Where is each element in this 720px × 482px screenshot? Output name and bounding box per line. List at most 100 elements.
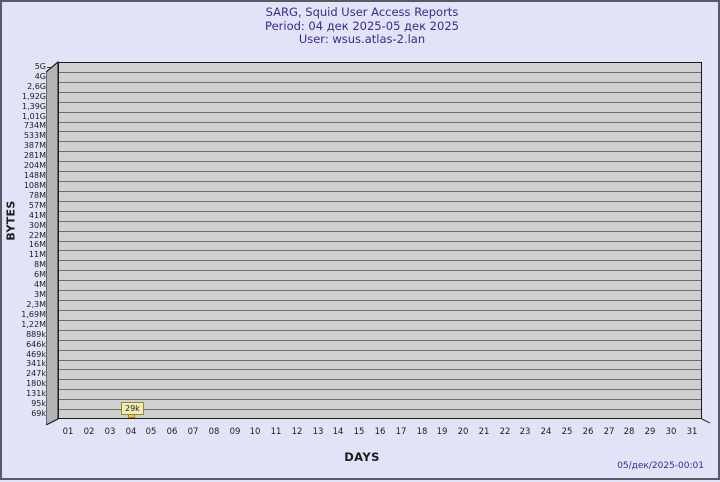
y-axis-tick: 889k (26, 330, 46, 339)
gridline (59, 399, 701, 400)
y-axis-tick: 6M (34, 270, 46, 279)
x-axis-tick: 27 (603, 427, 615, 437)
y-axis-tick: 387M (23, 141, 46, 150)
x-axis-title: DAYS (344, 450, 380, 464)
gridline (59, 201, 701, 202)
y-axis-tick: 22M (28, 231, 46, 240)
y-axis-tick: 646k (26, 340, 46, 349)
chart-header: SARG, Squid User Access Reports Period: … (2, 5, 720, 47)
gridline (59, 171, 701, 172)
gridline (59, 161, 701, 162)
value-callout: 29k (121, 402, 144, 415)
gridline (59, 389, 701, 390)
y-axis-tick: 2,6G (27, 82, 46, 91)
y-axis-tick: 2,3M (26, 300, 46, 309)
x-axis-tick: 29 (644, 427, 656, 437)
y-axis-tick: 469k (26, 350, 46, 359)
gridline (59, 211, 701, 212)
gridline (59, 92, 701, 93)
x-axis-tick: 07 (187, 427, 199, 437)
y-axis-tick: 131k (26, 389, 46, 398)
y-axis-tick: 69k (31, 409, 46, 418)
gridline (59, 141, 701, 142)
report-period: Period: 04 дек 2025-05 дек 2025 (265, 18, 459, 33)
gridline (59, 320, 701, 321)
generated-timestamp: 05/дек/2025-00:01 (617, 461, 704, 471)
x-axis-tick: 16 (374, 427, 386, 437)
gridline (59, 340, 701, 341)
x-axis-tick: 25 (561, 427, 573, 437)
gridline (59, 360, 701, 361)
gridline (59, 112, 701, 113)
x-axis-tick: 10 (249, 427, 261, 437)
gridline (59, 409, 701, 410)
gridline (59, 369, 701, 370)
x-axis-tick: 13 (312, 427, 324, 437)
x-axis-tick: 26 (582, 427, 594, 437)
x-axis-tick: 06 (166, 427, 178, 437)
x-axis-tick: 09 (229, 427, 241, 437)
gridline (59, 191, 701, 192)
gridline (59, 300, 701, 301)
gridline (59, 379, 701, 380)
gridline (59, 330, 701, 331)
x-axis-tick: 24 (540, 427, 552, 437)
gridline (59, 350, 701, 351)
y-axis-tick: 533M (23, 131, 46, 140)
gridline (59, 250, 701, 251)
y-axis-tick: 341k (26, 359, 46, 368)
gridline (59, 241, 701, 242)
gridline (59, 102, 701, 103)
y-axis-tick: 148M (23, 171, 46, 180)
y-axis-tick: 5G (34, 62, 46, 71)
y-axis-tick: 4G (34, 72, 46, 81)
gridline (59, 82, 701, 83)
y-axis-tick: 281M (23, 151, 46, 160)
y-axis-tick: 41M (28, 211, 46, 220)
gridline (59, 151, 701, 152)
y-axis-tick: 1,69M (21, 310, 46, 319)
report-user: User: wsus.atlas-2.lan (298, 32, 426, 46)
gridline (59, 290, 701, 291)
x-axis-tick: 08 (208, 427, 220, 437)
gridline (59, 310, 701, 311)
y-axis-tick-labels: 5G 4G 2,6G 1,92G 1,39G 1,01G 734M 533M 387M 281M 2… (2, 2, 52, 482)
y-axis-tick: 204M (23, 161, 46, 170)
x-axis-tick: 28 (623, 427, 635, 437)
plot-canvas (58, 62, 702, 419)
y-axis-tick: 3M (34, 290, 46, 299)
y-axis-tick: 180k (26, 379, 46, 388)
x-axis-tick: 14 (332, 427, 344, 437)
x-axis-tick: 01 (62, 427, 74, 437)
y-axis-tick: 1,92G (21, 92, 46, 101)
y-axis-tick: 108M (23, 181, 46, 190)
y-axis-tick: 1,22M (21, 320, 46, 329)
y-axis-tick: 95k (31, 399, 46, 408)
x-axis-tick: 19 (436, 427, 448, 437)
x-axis-tick: 21 (478, 427, 490, 437)
plot-area (46, 60, 710, 425)
gridline (59, 181, 701, 182)
x-axis-tick: 02 (83, 427, 95, 437)
page-title: SARG, Squid User Access Reports (265, 5, 459, 19)
gridline (59, 221, 701, 222)
y-axis-tick: 16M (28, 240, 46, 249)
x-axis-tick: 22 (499, 427, 511, 437)
x-axis-tick: 23 (519, 427, 531, 437)
x-axis-tick: 31 (686, 427, 698, 437)
x-axis-tick: 03 (104, 427, 116, 437)
gridline (59, 270, 701, 271)
gridline (59, 131, 701, 132)
x-axis-tick: 17 (395, 427, 407, 437)
x-axis-tick: 12 (291, 427, 303, 437)
x-axis-tick: 15 (353, 427, 365, 437)
y-axis-tick: 78M (28, 191, 46, 200)
y-axis-tick: 30M (28, 221, 46, 230)
x-axis-tick: 18 (416, 427, 428, 437)
y-axis-tick: 57M (28, 201, 46, 210)
x-axis-tick: 30 (665, 427, 677, 437)
gridline (59, 122, 701, 123)
gridline (59, 72, 701, 73)
y-axis-tick: 1,01G (21, 112, 46, 121)
